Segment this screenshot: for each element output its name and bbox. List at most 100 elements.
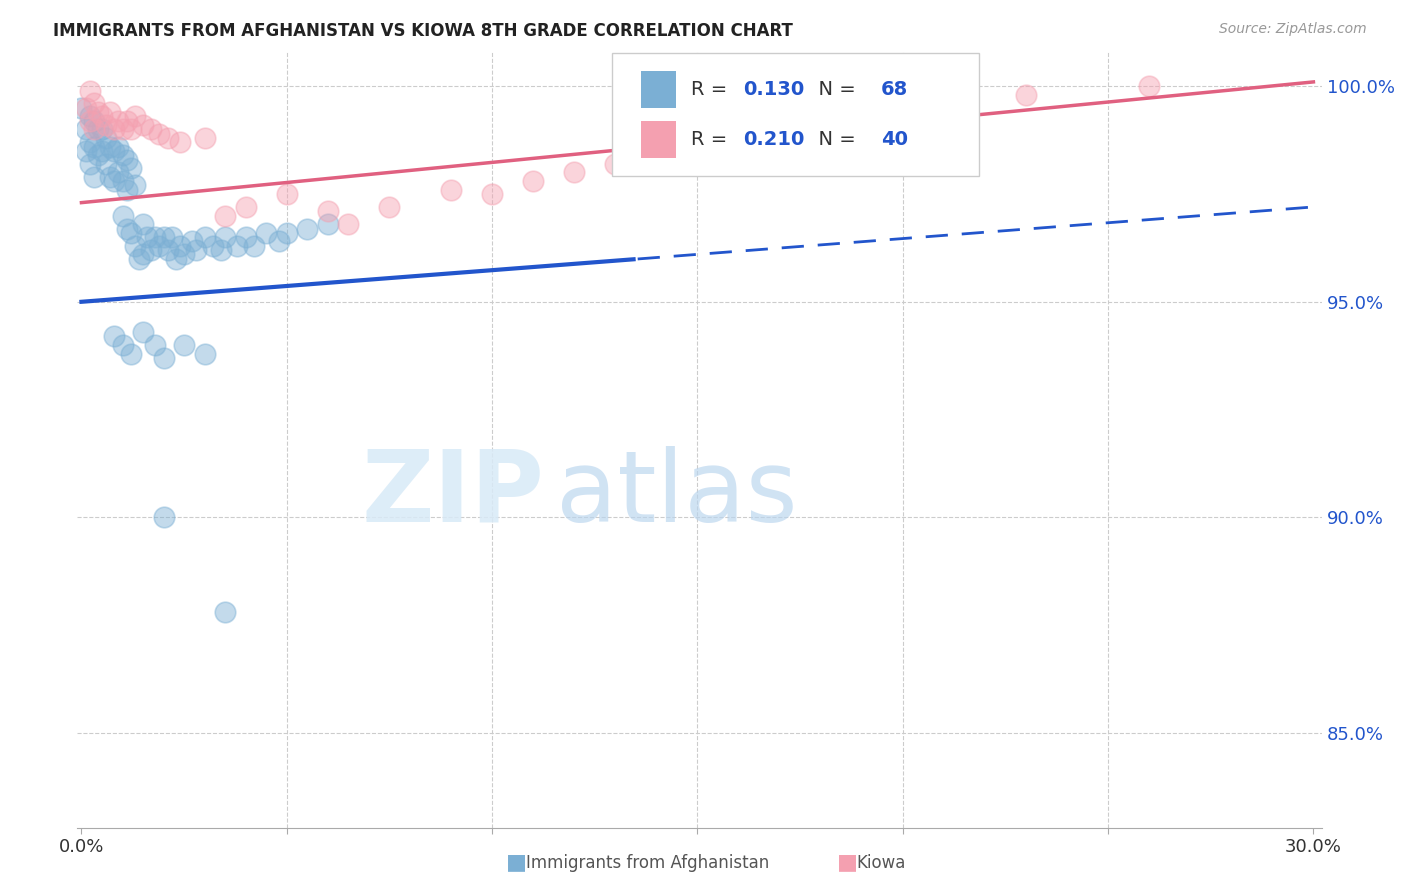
- Point: [156, 131, 179, 145]
- Point: [337, 217, 360, 231]
- Text: 40: 40: [882, 130, 908, 149]
- Point: [297, 221, 319, 235]
- Point: [173, 338, 195, 352]
- Point: [707, 131, 730, 145]
- Point: [181, 235, 204, 249]
- Point: [143, 338, 166, 352]
- Point: [605, 157, 627, 171]
- FancyBboxPatch shape: [641, 120, 676, 158]
- Point: [70, 101, 93, 115]
- Point: [768, 122, 790, 136]
- Point: [128, 252, 150, 266]
- Point: [124, 178, 146, 193]
- Point: [169, 135, 191, 149]
- Text: 0.210: 0.210: [742, 130, 804, 149]
- Point: [148, 239, 170, 253]
- Point: [75, 144, 97, 158]
- Point: [83, 169, 105, 184]
- Point: [87, 148, 110, 162]
- Point: [132, 217, 155, 231]
- Text: Immigrants from Afghanistan: Immigrants from Afghanistan: [526, 855, 769, 872]
- Point: [267, 235, 290, 249]
- Point: [522, 174, 544, 188]
- Point: [152, 230, 174, 244]
- Point: [891, 101, 914, 115]
- Point: [209, 243, 232, 257]
- Point: [98, 169, 121, 184]
- Point: [645, 144, 668, 158]
- Point: [214, 605, 236, 619]
- Point: [132, 118, 155, 132]
- Point: [103, 174, 125, 188]
- Point: [953, 92, 976, 106]
- Point: [98, 139, 121, 153]
- Point: [316, 204, 339, 219]
- Point: [141, 243, 163, 257]
- Point: [1015, 87, 1038, 102]
- Point: [173, 247, 195, 261]
- Point: [75, 101, 97, 115]
- Point: [83, 96, 105, 111]
- Point: [115, 221, 138, 235]
- Point: [830, 113, 852, 128]
- Point: [115, 113, 138, 128]
- Point: [91, 122, 114, 136]
- Point: [194, 230, 217, 244]
- Point: [79, 113, 101, 128]
- Text: ZIP: ZIP: [361, 446, 544, 542]
- Point: [79, 157, 101, 171]
- Point: [243, 239, 266, 253]
- Point: [111, 338, 134, 352]
- Point: [75, 122, 97, 136]
- Point: [148, 127, 170, 141]
- Text: N =: N =: [807, 80, 862, 99]
- Point: [124, 239, 146, 253]
- FancyBboxPatch shape: [641, 71, 676, 109]
- Point: [165, 252, 187, 266]
- Point: [120, 161, 142, 175]
- Text: ■: ■: [506, 853, 527, 872]
- Text: Source: ZipAtlas.com: Source: ZipAtlas.com: [1219, 22, 1367, 37]
- Point: [115, 183, 138, 197]
- Text: IMMIGRANTS FROM AFGHANISTAN VS KIOWA 8TH GRADE CORRELATION CHART: IMMIGRANTS FROM AFGHANISTAN VS KIOWA 8TH…: [53, 22, 793, 40]
- Text: Kiowa: Kiowa: [856, 855, 905, 872]
- Point: [120, 122, 142, 136]
- Point: [160, 230, 183, 244]
- Text: R =: R =: [690, 80, 734, 99]
- Point: [169, 239, 191, 253]
- Point: [111, 122, 134, 136]
- Point: [94, 118, 117, 132]
- Point: [91, 109, 114, 123]
- Point: [87, 122, 110, 136]
- Point: [79, 109, 101, 123]
- Point: [143, 230, 166, 244]
- Point: [98, 105, 121, 120]
- Point: [103, 144, 125, 158]
- Point: [120, 226, 142, 240]
- Point: [115, 153, 138, 167]
- Point: [440, 183, 463, 197]
- Point: [186, 243, 208, 257]
- Point: [194, 131, 217, 145]
- Point: [132, 325, 155, 339]
- Point: [79, 83, 101, 97]
- Point: [111, 148, 134, 162]
- Point: [91, 144, 114, 158]
- Point: [214, 209, 236, 223]
- Point: [254, 226, 277, 240]
- Text: R =: R =: [690, 130, 734, 149]
- Point: [132, 247, 155, 261]
- Point: [107, 139, 129, 153]
- Point: [562, 165, 585, 179]
- Point: [156, 243, 179, 257]
- Point: [83, 139, 105, 153]
- Point: [235, 230, 257, 244]
- Point: [111, 209, 134, 223]
- Point: [103, 329, 125, 343]
- Point: [79, 135, 101, 149]
- Point: [1137, 79, 1160, 94]
- Point: [111, 174, 134, 188]
- Point: [83, 113, 105, 128]
- Point: [481, 187, 503, 202]
- FancyBboxPatch shape: [613, 54, 980, 176]
